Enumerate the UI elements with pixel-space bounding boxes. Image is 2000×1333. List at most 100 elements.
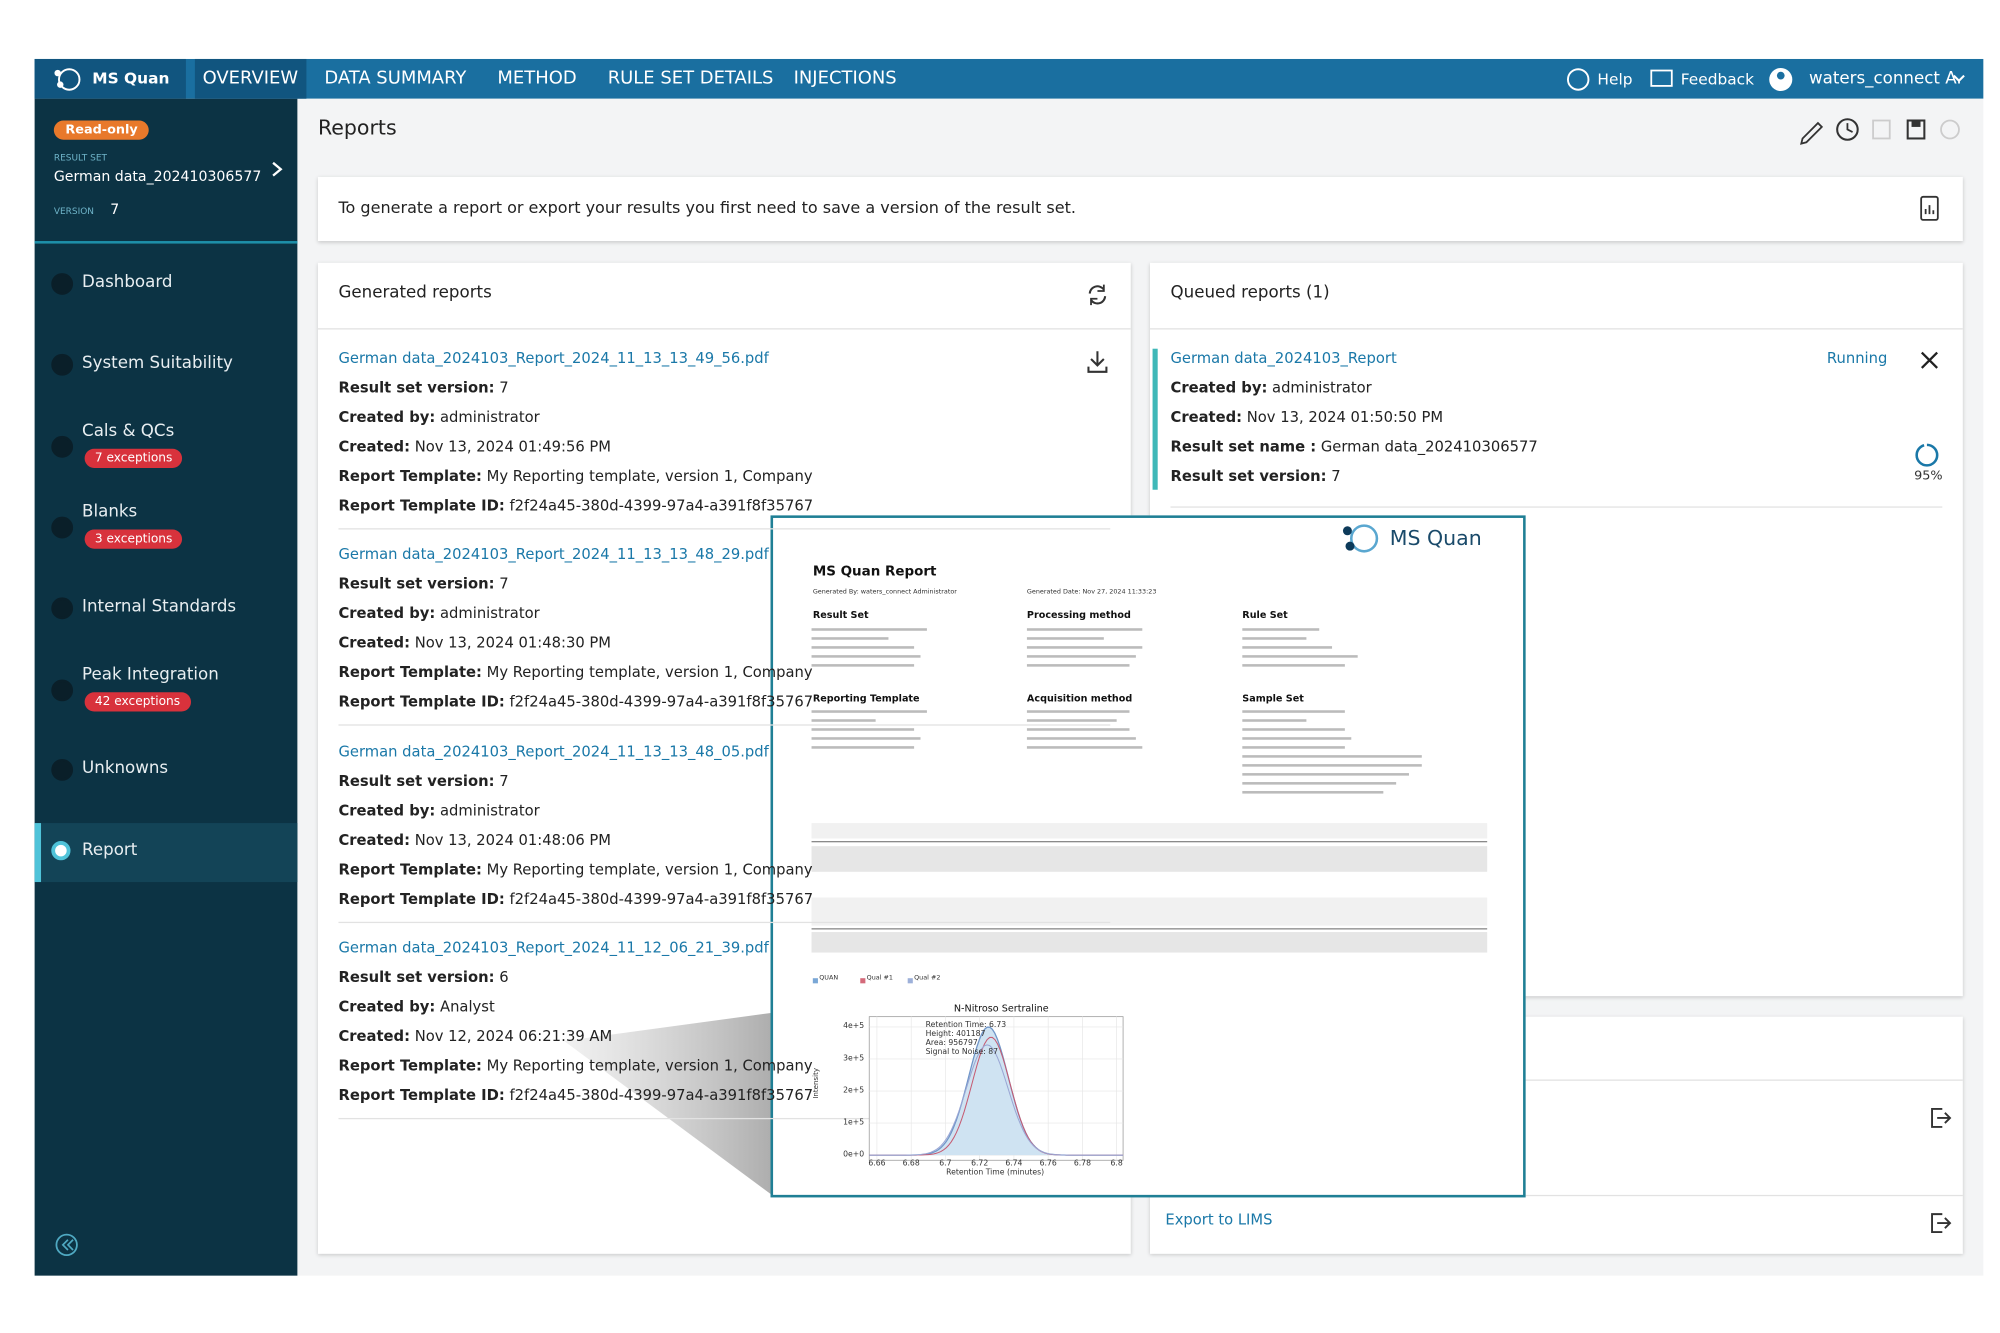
nav-tab[interactable]: INJECTIONS [793,67,897,89]
report-file-link[interactable]: German data_2024103_Report_2024_11_12_06… [338,938,769,957]
sidebar-item[interactable]: System Suitability [82,353,233,374]
field-label: Created by: [1170,378,1268,397]
cancel-button[interactable] [1919,350,1940,371]
nav-icons [1566,67,1965,92]
field-label: Created: [338,1026,411,1045]
preview-placeholders [811,628,1488,953]
field-label: Report Template ID: [338,1085,505,1104]
feedback-link[interactable]: Feedback [1680,70,1755,89]
user-icon [1769,67,1793,92]
user-menu[interactable]: waters_connect A. [1808,69,1962,89]
sidebar-item[interactable]: Peak Integration [82,665,219,685]
report-file-link[interactable]: German data_2024103_Report_2024_11_13_13… [338,348,769,367]
report-field: Report Template ID: f2f24a45-380d-4399-9… [338,890,813,908]
queued-title: Queued reports (1) [1170,283,1330,303]
preview-section: Reporting Template [812,692,920,704]
x-tick-label: 6.76 [1039,1158,1057,1168]
queued-field: Created by: administrator [1171,378,1372,396]
field-value: Analyst [439,997,495,1016]
preview-section: Rule Set [1242,608,1288,621]
field-value: f2f24a45-380d-4399-97a4-a391f8f35767 [509,692,814,711]
field-value: Nov 13, 2024 01:48:06 PM [414,830,612,849]
field-value: f2f24a45-380d-4399-97a4-a391f8f35767 [509,496,814,515]
report-field: Result set version: 7 [338,574,508,592]
sidebar-item[interactable]: Cals & QCs [82,421,175,442]
report-icon[interactable] [1919,195,1940,223]
export-icon[interactable] [1928,1210,1954,1236]
field-value: Nov 13, 2024 01:50:50 PM [1246,407,1444,426]
sidebar-item[interactable]: Report [82,841,138,861]
field-label: Created: [1170,407,1243,426]
queued-field: Result set name : German data_2024103065… [1171,437,1538,455]
legend-label: Qual #2 [914,974,941,983]
x-tick-label: 6.8 [1110,1158,1123,1168]
exception-badge[interactable]: 7 exceptions [84,448,183,468]
sidebar-item[interactable]: Internal Standards [82,597,237,617]
sidebar-item[interactable]: Unknowns [82,758,169,779]
divider [317,328,1131,330]
report-field: Report Template: My Reporting template, … [338,860,812,878]
user-head [1776,71,1785,80]
nav-dot [51,679,74,702]
field-label: Report Template ID: [338,496,505,515]
nav-dot [51,758,74,781]
report-field: Created: Nov 12, 2024 06:21:39 AM [338,1027,612,1045]
nav-tab[interactable]: OVERVIEW [194,58,306,99]
divider [1170,506,1943,508]
help-link[interactable]: Help [1597,70,1633,89]
queued-name-link[interactable]: German data_2024103_Report [1170,348,1397,367]
field-label: Created: [338,830,411,849]
progress-ring [1915,443,1939,467]
y-tick-label: 1e+5 [843,1117,865,1127]
field-label: Created: [338,437,411,456]
logo-icon [54,68,81,91]
queued-field: Result set version: 7 [1171,467,1341,485]
exception-badge[interactable]: 3 exceptions [84,529,183,549]
legend-label: QUAN [819,974,839,983]
field-label: Created: [338,633,411,652]
exception-badge[interactable]: 42 exceptions [84,692,191,712]
field-value: Nov 12, 2024 06:21:39 AM [414,1026,613,1045]
field-value: administrator [1272,378,1372,397]
report-field: Report Template: My Reporting template, … [338,467,812,485]
export-lims-link[interactable]: Export to LIMS [1165,1210,1273,1229]
field-label: Report Template: [338,860,482,879]
result-set-label: RESULT SET [53,152,107,163]
divider [338,921,1111,924]
field-value: Nov 13, 2024 01:48:30 PM [414,633,612,652]
export-icon[interactable] [1928,1105,1954,1131]
chart-title: N-Nitroso Sertraline [953,1002,1049,1015]
report-file-link[interactable]: German data_2024103_Report_2024_11_13_13… [338,544,769,563]
x-tick-label: 6.72 [971,1158,989,1168]
report-file-link[interactable]: German data_2024103_Report_2024_11_13_13… [338,742,769,761]
nav-tab[interactable]: RULE SET DETAILS [607,67,774,89]
divider [1149,1194,1963,1197]
field-label: Report Template: [338,1056,482,1075]
nav-dot [51,841,71,861]
product-name: MS Quan [92,69,170,88]
nav-tab[interactable]: METHOD [497,67,577,89]
toolbar[interactable] [1795,113,1968,146]
field-label: Result set version: [338,771,495,790]
x-tick-label: 6.78 [1073,1158,1091,1168]
expand-icon[interactable] [269,160,284,178]
field-label: Result set version: [338,378,495,397]
field-label: Result set version: [1170,466,1327,485]
sidebar-item[interactable]: Blanks [82,502,138,522]
collapse-button[interactable] [54,1232,80,1258]
preview-logo: MS Quan [1389,525,1482,550]
report-field: Report Template ID: f2f24a45-380d-4399-9… [338,496,813,514]
sidebar-item[interactable]: Dashboard [82,273,173,293]
legend-swatch [812,978,818,984]
refresh-icon[interactable] [1085,282,1111,308]
y-tick-label: 4e+5 [843,1021,865,1031]
download-icon[interactable] [1085,349,1111,375]
preview-title: MS Quan Report [812,564,937,580]
divider [34,241,298,244]
nav-dot [51,353,74,376]
y-axis-label: Intensity [812,1067,821,1099]
nav-tab[interactable]: DATA SUMMARY [324,67,467,89]
field-value: 7 [1331,466,1341,485]
x-tick-label: 6.7 [939,1158,952,1168]
report-field: Report Template ID: f2f24a45-380d-4399-9… [338,692,813,710]
